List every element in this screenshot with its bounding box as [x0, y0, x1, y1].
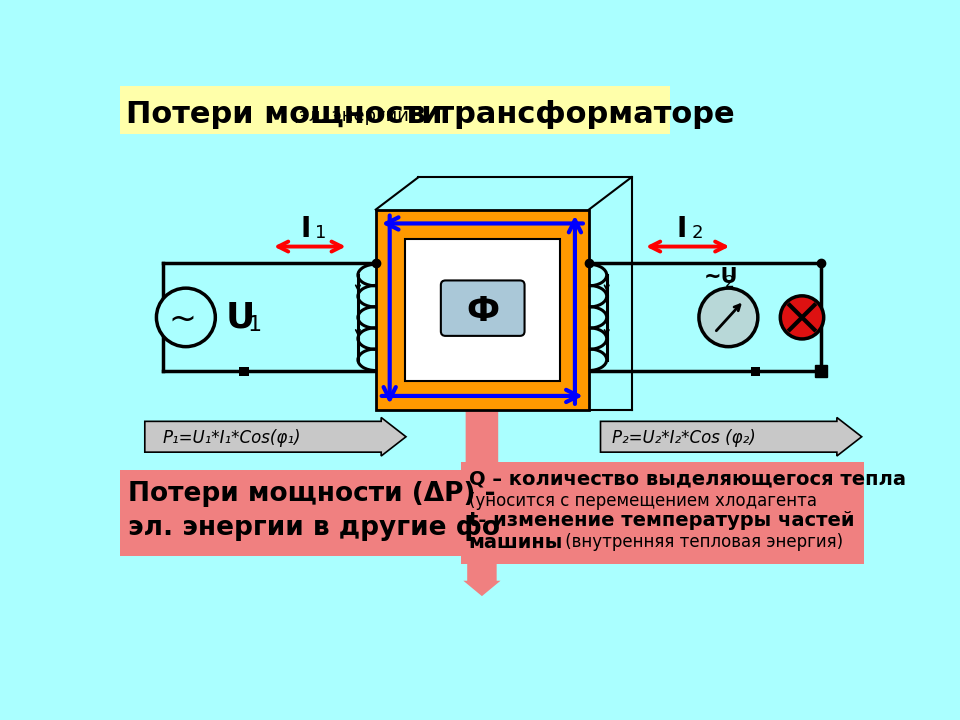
Text: (эл. энергии): (эл. энергии)	[292, 107, 416, 125]
Text: P₂=U₂*I₂*Cos (φ₂): P₂=U₂*I₂*Cos (φ₂)	[612, 429, 756, 447]
FancyArrow shape	[462, 410, 502, 487]
Text: ~: ~	[169, 302, 197, 336]
Text: Q – количество выделяющегося тепла: Q – количество выделяющегося тепла	[468, 469, 905, 489]
Bar	[239, 366, 249, 376]
Text: (уносится с перемещением хлодагента: (уносится с перемещением хлодагента	[468, 492, 817, 510]
Text: 2: 2	[691, 225, 703, 243]
FancyArrow shape	[145, 418, 406, 456]
FancyArrow shape	[464, 564, 500, 596]
Bar	[461, 462, 864, 564]
Text: в трансформаторе: в трансформаторе	[396, 99, 734, 129]
Text: Потери мощности (ΔP) -: Потери мощности (ΔP) -	[128, 482, 495, 508]
Text: P₁=U₁*I₁*Cos(φ₁): P₁=U₁*I₁*Cos(φ₁)	[162, 429, 301, 447]
Circle shape	[780, 296, 824, 339]
Bar	[120, 86, 670, 134]
Text: I: I	[677, 215, 687, 243]
Text: ~U: ~U	[704, 267, 738, 287]
Text: (внутренняя тепловая энергия): (внутренняя тепловая энергия)	[561, 534, 843, 552]
Text: 1: 1	[315, 225, 326, 243]
Text: t- изменение температуры частей: t- изменение температуры частей	[468, 511, 854, 530]
Text: 1: 1	[248, 315, 262, 335]
Text: I: I	[300, 215, 311, 243]
Circle shape	[699, 288, 757, 346]
Text: Потери мощности: Потери мощности	[126, 99, 443, 129]
Bar	[120, 470, 461, 556]
FancyArrow shape	[601, 418, 862, 456]
Circle shape	[156, 288, 215, 346]
Bar	[375, 210, 588, 410]
Bar	[751, 366, 760, 376]
Text: машины: машины	[468, 533, 564, 552]
Bar	[405, 239, 561, 381]
Text: 2: 2	[725, 275, 734, 290]
Text: U: U	[226, 300, 254, 334]
FancyBboxPatch shape	[441, 280, 524, 336]
Text: Ф: Ф	[467, 294, 499, 328]
Text: эл. энергии в другие фо: эл. энергии в другие фо	[128, 515, 500, 541]
